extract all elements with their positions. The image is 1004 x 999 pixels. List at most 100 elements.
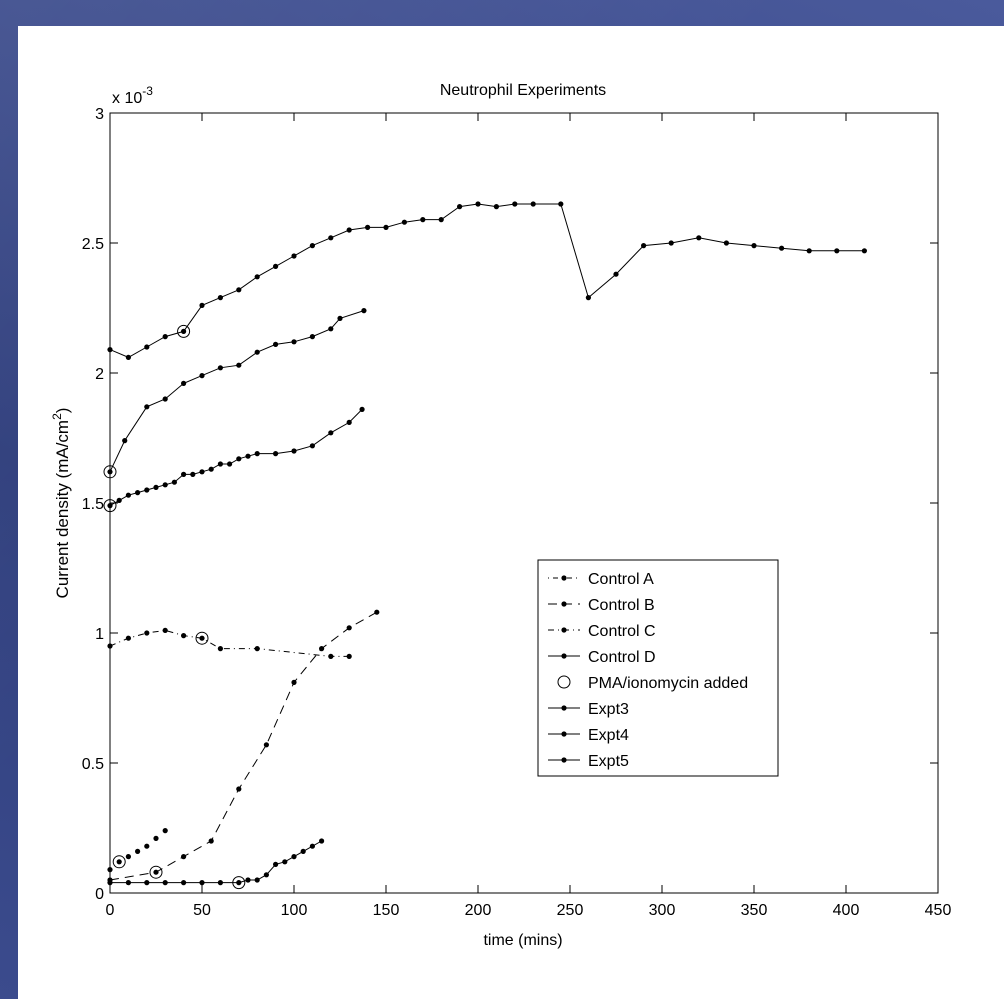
legend-item-control-b: Control B xyxy=(548,597,655,614)
legend-label: Control D xyxy=(588,649,656,666)
data-point xyxy=(217,365,223,371)
data-point xyxy=(291,448,297,454)
data-point xyxy=(300,848,306,855)
legend-swatch-marker xyxy=(561,757,567,763)
data-point xyxy=(144,404,150,410)
y-tick-label: 2.5 xyxy=(82,236,104,253)
data-point xyxy=(291,339,297,345)
data-point xyxy=(273,861,279,868)
data-point xyxy=(181,633,187,639)
data-point xyxy=(236,880,242,886)
data-point xyxy=(122,438,128,444)
data-point xyxy=(236,287,242,293)
data-point xyxy=(319,646,325,652)
legend-swatch-marker xyxy=(561,705,567,711)
legend-swatch-marker xyxy=(561,627,567,633)
data-point xyxy=(493,204,499,210)
data-point xyxy=(162,828,168,834)
y-tick-label: 3 xyxy=(95,106,104,123)
data-point xyxy=(162,627,168,634)
data-point xyxy=(359,406,365,412)
data-point xyxy=(779,245,785,251)
series-control-d xyxy=(107,838,325,886)
data-point xyxy=(153,484,159,490)
legend: Control A Control B Control C Control D PMA/… xyxy=(537,559,779,777)
data-point xyxy=(217,295,223,301)
series-line-control-d xyxy=(110,840,322,884)
data-point xyxy=(181,880,187,886)
data-point xyxy=(135,848,141,855)
data-point xyxy=(107,880,113,886)
y-axis-label: Current density (mA/cm2) xyxy=(50,408,72,599)
data-point xyxy=(273,263,279,269)
data-point xyxy=(217,461,223,467)
data-point xyxy=(254,877,260,883)
data-point xyxy=(361,308,367,314)
data-point xyxy=(346,625,352,631)
data-point xyxy=(162,482,168,488)
data-point xyxy=(162,334,168,340)
data-point xyxy=(337,315,343,321)
data-point xyxy=(171,479,177,485)
data-point xyxy=(181,854,187,860)
data-point xyxy=(125,354,131,360)
data-point xyxy=(751,243,757,249)
data-point xyxy=(806,248,812,254)
data-point xyxy=(125,635,131,641)
data-point xyxy=(613,271,619,277)
data-point xyxy=(217,880,223,886)
data-point xyxy=(199,469,205,475)
data-point xyxy=(190,471,196,477)
data-point xyxy=(420,217,426,223)
data-point xyxy=(208,466,214,472)
data-point xyxy=(861,248,868,254)
data-point xyxy=(438,217,444,223)
legend-box xyxy=(537,559,779,777)
data-point xyxy=(696,235,702,241)
data-point xyxy=(217,646,223,652)
legend-label: Expt4 xyxy=(588,727,629,744)
data-point xyxy=(162,880,168,886)
data-point xyxy=(309,843,315,849)
data-point xyxy=(383,224,389,230)
data-point xyxy=(254,451,260,457)
data-point xyxy=(319,838,325,844)
data-point xyxy=(199,302,205,308)
pma-marker xyxy=(103,465,117,479)
data-point xyxy=(144,630,150,636)
data-point xyxy=(107,469,113,475)
pma-marker xyxy=(112,855,126,869)
data-point xyxy=(153,869,159,875)
data-point xyxy=(116,859,122,865)
series-control-b xyxy=(107,609,380,883)
data-point xyxy=(346,227,352,233)
data-point xyxy=(668,240,674,246)
data-point xyxy=(236,786,242,792)
x-tick-label: 50 xyxy=(193,902,211,919)
data-point xyxy=(641,243,647,249)
pma-markers xyxy=(103,324,246,890)
data-point xyxy=(199,635,205,641)
data-point xyxy=(291,854,297,860)
data-point xyxy=(125,880,131,886)
data-point xyxy=(144,843,150,849)
data-point xyxy=(107,347,113,353)
data-point xyxy=(107,867,113,873)
y-multiplier: x 10-3 xyxy=(112,84,153,107)
x-tick-label: 450 xyxy=(925,902,952,919)
series-layer xyxy=(103,201,868,890)
data-point xyxy=(245,453,251,459)
pma-marker xyxy=(232,876,246,890)
y-tick-label: 0 xyxy=(95,886,104,903)
data-point xyxy=(227,461,233,467)
data-point xyxy=(309,443,315,449)
series-expt5 xyxy=(107,201,868,360)
x-tick-label: 150 xyxy=(373,902,400,919)
data-point xyxy=(144,487,150,493)
series-line-control-b xyxy=(109,611,378,881)
data-point xyxy=(585,295,592,301)
data-point xyxy=(199,880,205,886)
data-point xyxy=(309,243,315,249)
series-expt3 xyxy=(107,406,365,509)
